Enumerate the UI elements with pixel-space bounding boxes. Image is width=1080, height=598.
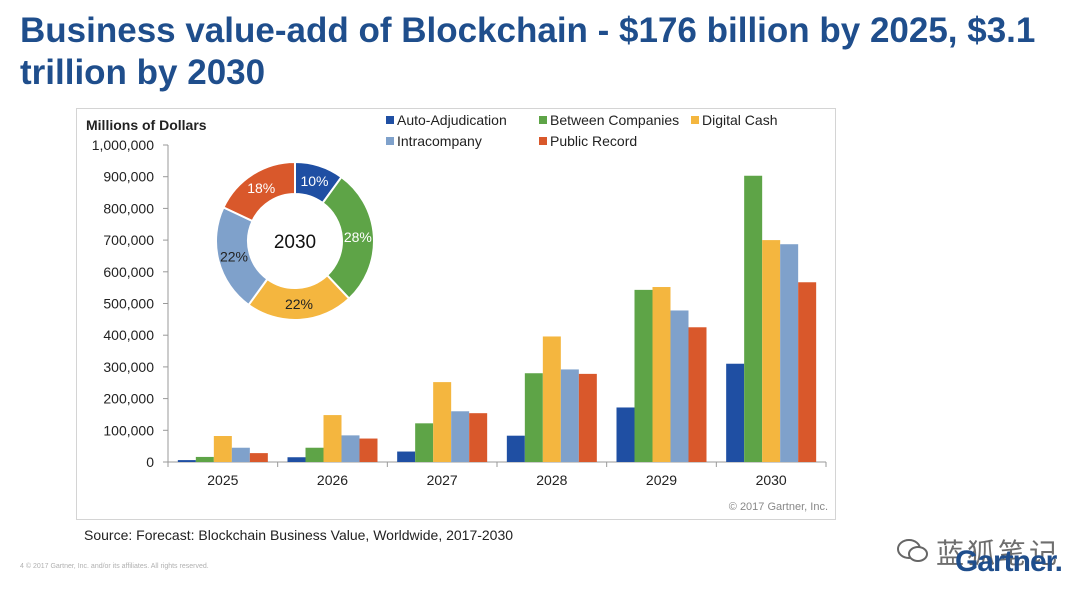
bar-intracompany-2026: [341, 435, 360, 462]
x-tick-label: 2028: [536, 472, 567, 488]
y-tick-label: 400,000: [103, 327, 154, 343]
donut-slice-label: 28%: [344, 229, 372, 245]
bar-digital-cash-2026: [323, 415, 342, 462]
bar-intracompany-2030: [780, 244, 799, 462]
legend-label: Intracompany: [397, 133, 482, 149]
bar-intracompany-2028: [560, 369, 579, 462]
bar-chart: Millions of Dollars 0 100,000 200,000 300,00…: [86, 112, 828, 513]
y-tick-label: 600,000: [103, 264, 154, 280]
bar-digital-cash-2028: [542, 336, 561, 462]
y-tick-label: 200,000: [103, 391, 154, 407]
bar-public-record-2028: [578, 373, 597, 462]
bar-between-companies-2028: [524, 373, 543, 462]
bar-between-companies-2025: [195, 456, 214, 462]
x-tick-label: 2025: [207, 472, 238, 488]
gartner-logo: Gartner.: [954, 545, 1063, 578]
y-tick-label: 900,000: [103, 169, 154, 185]
watermark-text: 蓝狐笔记: [936, 537, 1061, 570]
bar-digital-cash-2029: [652, 287, 671, 462]
bar-digital-cash-2027: [433, 382, 452, 462]
y-tick-label: 500,000: [103, 296, 154, 312]
donut-slice: [222, 160, 296, 223]
legend-label: Between Companies: [550, 112, 679, 128]
bar-intracompany-2027: [451, 411, 470, 462]
bar-public-record-2026: [359, 438, 378, 462]
y-tick-label: 800,000: [103, 200, 154, 216]
legend-label: Auto-Adjudication: [397, 112, 507, 128]
x-tick-label: 2030: [756, 472, 787, 488]
bar-intracompany-2025: [231, 447, 250, 462]
donut-center-label: 2030: [274, 232, 316, 253]
y-tick-label: 0: [146, 454, 154, 470]
bar-auto-adjudication-2026: [287, 457, 306, 462]
bar-auto-adjudication-2030: [726, 363, 745, 462]
donut-slice-label: 18%: [247, 180, 275, 196]
legend-swatch: [386, 116, 394, 124]
bar-between-companies-2027: [415, 423, 434, 462]
copyright-footer: 4 © 2017 Gartner, Inc. and/or its affili…: [20, 563, 209, 570]
bar-between-companies-2029: [634, 289, 653, 462]
x-tick-label: 2026: [317, 472, 348, 488]
y-tick-label: 700,000: [103, 232, 154, 248]
bar-digital-cash-2030: [762, 240, 781, 462]
y-tick-label: 300,000: [103, 359, 154, 375]
y-tick-label: 100,000: [103, 422, 154, 438]
page-title: Business value-add of Blockchain - $176 …: [20, 11, 1036, 92]
source-note: Source: Forecast: Blockchain Business Va…: [84, 527, 514, 543]
legend-label: Digital Cash: [702, 112, 777, 128]
chart-annotation: © 2017 Gartner, Inc.: [729, 501, 828, 513]
bar-public-record-2030: [798, 282, 817, 462]
donut-slice-label: 10%: [300, 173, 328, 189]
legend-swatch: [691, 116, 699, 124]
x-tick-label: 2029: [646, 472, 677, 488]
bar-public-record-2027: [469, 413, 488, 462]
bar-auto-adjudication-2027: [397, 451, 416, 462]
donut-slice-label: 22%: [220, 249, 248, 265]
wechat-icon: [897, 539, 928, 562]
bar-auto-adjudication-2029: [616, 407, 635, 462]
bar-intracompany-2029: [670, 310, 689, 462]
legend-swatch: [539, 116, 547, 124]
bar-between-companies-2030: [744, 175, 763, 462]
bar-public-record-2029: [688, 327, 707, 462]
donut-slice-label: 22%: [285, 296, 313, 312]
bar-between-companies-2026: [305, 447, 324, 462]
bar-public-record-2025: [249, 453, 268, 462]
bar-digital-cash-2025: [213, 436, 232, 462]
y-tick-label: 1,000,000: [92, 137, 154, 153]
bar-auto-adjudication-2025: [177, 460, 196, 462]
legend-label: Public Record: [550, 133, 637, 149]
x-tick-label: 2027: [427, 472, 458, 488]
bar-auto-adjudication-2028: [506, 435, 525, 462]
legend-swatch: [539, 137, 547, 145]
legend-swatch: [386, 137, 394, 145]
y-axis-title: Millions of Dollars: [86, 117, 207, 133]
